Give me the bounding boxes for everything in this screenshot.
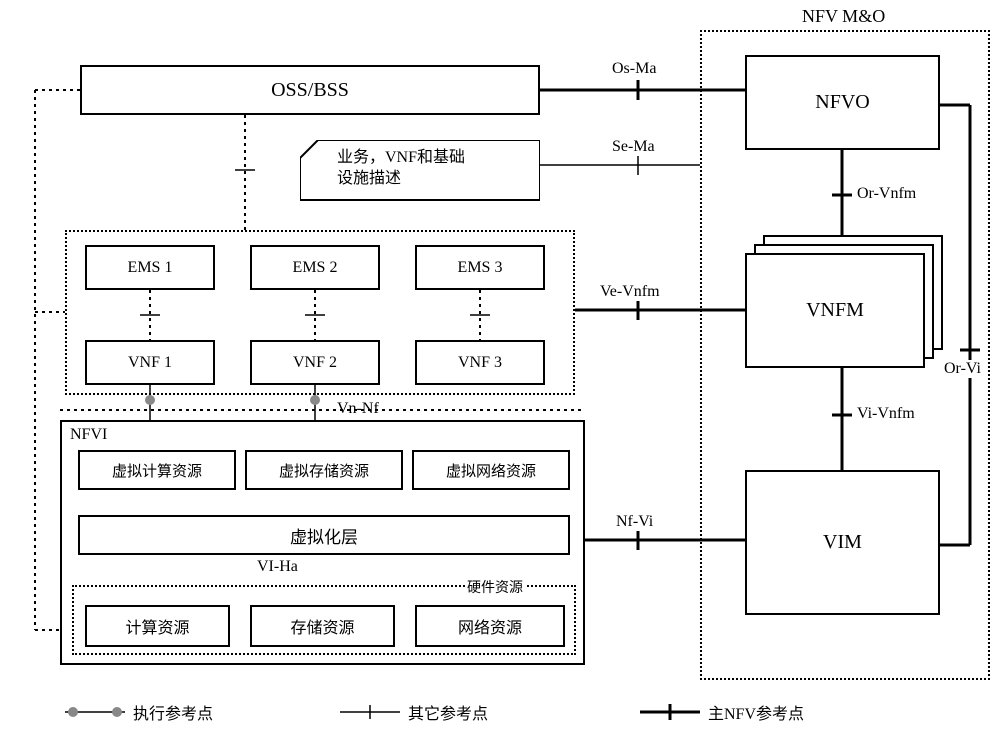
hw-group-label: 硬件资源 <box>465 577 525 597</box>
legend-other: 其它参考点 <box>340 700 488 724</box>
hw-network-box: 网络资源 <box>415 605 565 647</box>
rp-nf-vi: Nf-Vi <box>614 513 655 531</box>
mano-title: NFV M&O <box>800 6 887 27</box>
nfvi-label: NFVI <box>70 426 107 444</box>
vnf1-box: VNF 1 <box>85 340 215 385</box>
rp-or-vnfm: Or-Vnfm <box>855 185 918 203</box>
rp-vi-ha: VI-Ha <box>255 558 300 576</box>
vr-compute-box: 虚拟计算资源 <box>78 450 236 490</box>
vnfm-box: VNFM <box>745 253 925 368</box>
rp-os-ma: Os-Ma <box>610 60 658 78</box>
description-text: 业务，VNF和基础 设施描述 <box>335 148 467 190</box>
rp-ve-vnfm: Ve-Vnfm <box>598 283 662 301</box>
desc-line1: 业务，VNF和基础 <box>337 149 465 166</box>
vim-box: VIM <box>745 470 940 615</box>
desc-line2: 设施描述 <box>337 170 401 187</box>
rp-or-vi: Or-Vi <box>942 360 983 378</box>
vnf2-box: VNF 2 <box>250 340 380 385</box>
hw-storage-box: 存储资源 <box>250 605 395 647</box>
rp-se-ma: Se-Ma <box>610 138 657 156</box>
ems1-box: EMS 1 <box>85 245 215 290</box>
rp-vi-vnfm: Vi-Vnfm <box>855 405 917 423</box>
ems2-box: EMS 2 <box>250 245 380 290</box>
hw-compute-box: 计算资源 <box>85 605 230 647</box>
nfvo-box: NFVO <box>745 55 940 150</box>
ems3-box: EMS 3 <box>415 245 545 290</box>
oss-bss-box: OSS/BSS <box>80 65 540 115</box>
legend-exec-label: 执行参考点 <box>133 700 213 724</box>
legend-exec: 执行参考点 <box>65 700 213 724</box>
legend-other-label: 其它参考点 <box>408 700 488 724</box>
legend-main-label: 主NFV参考点 <box>708 700 804 724</box>
rp-vn-nf: Vn-Nf <box>335 400 381 418</box>
vnf3-box: VNF 3 <box>415 340 545 385</box>
vr-network-box: 虚拟网络资源 <box>412 450 570 490</box>
vr-storage-box: 虚拟存储资源 <box>245 450 403 490</box>
virt-layer-box: 虚拟化层 <box>78 515 570 555</box>
legend-main: 主NFV参考点 <box>640 700 804 724</box>
